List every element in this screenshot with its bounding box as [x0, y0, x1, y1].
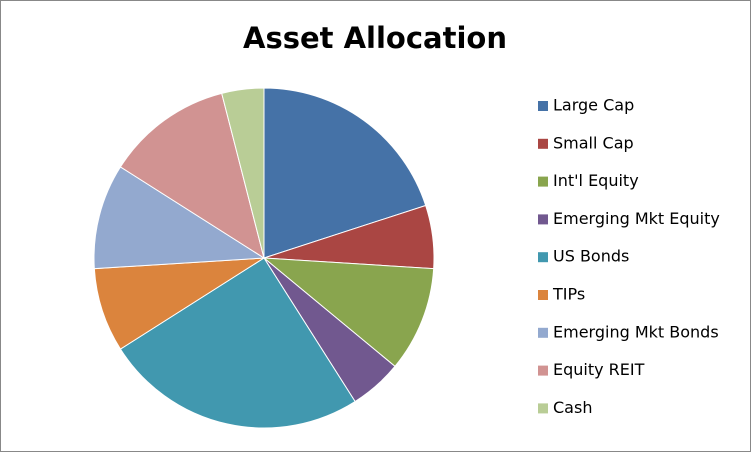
pie-slice	[221, 87, 265, 259]
pie-slice	[119, 92, 265, 260]
legend-label: Small Cap	[553, 133, 634, 152]
legend-label: US Bonds	[553, 247, 629, 266]
pie-slice	[93, 166, 266, 270]
pie-slice	[263, 87, 427, 259]
legend-label: Emerging Mkt Bonds	[553, 322, 719, 341]
legend-swatch	[538, 403, 548, 414]
legend-label: Cash	[553, 398, 592, 417]
legend-swatch	[538, 214, 548, 225]
legend-swatch	[538, 327, 548, 338]
legend-label: Equity REIT	[553, 360, 645, 379]
legend-label: TIPs	[552, 285, 585, 304]
legend-swatch	[538, 252, 548, 263]
pie-slice	[262, 257, 435, 368]
chart-title: Asset Allocation	[243, 21, 507, 55]
legend-swatch	[538, 101, 548, 111]
legend-swatch	[538, 365, 548, 376]
legend-label: Large Cap	[553, 96, 634, 115]
pie-slice	[119, 257, 356, 429]
legend-swatch	[538, 138, 548, 149]
legend-swatch	[538, 176, 548, 187]
legend-swatch	[538, 290, 548, 300]
legend-label: Int'l Equity	[553, 171, 639, 190]
legend-label: Emerging Mkt Equity	[553, 209, 720, 228]
